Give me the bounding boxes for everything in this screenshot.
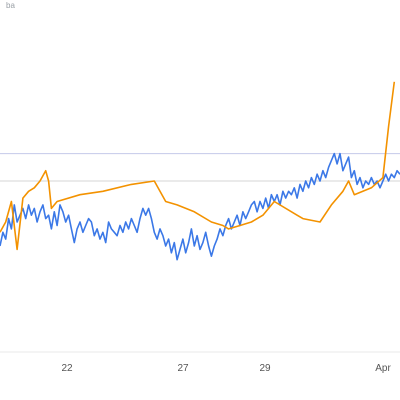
reference-lines (0, 153, 400, 182)
title-fragment: ba (6, 1, 15, 10)
series-line-2 (0, 81, 396, 251)
series-line-1 (0, 152, 400, 261)
x-axis-ticks: 22 27 29 Apr (61, 363, 391, 374)
x-tick-label: 27 (177, 363, 189, 374)
x-tick-label: 29 (259, 363, 271, 374)
series-lines (0, 81, 400, 261)
x-tick-label: 22 (61, 363, 73, 374)
x-tick-label: Apr (375, 363, 391, 374)
